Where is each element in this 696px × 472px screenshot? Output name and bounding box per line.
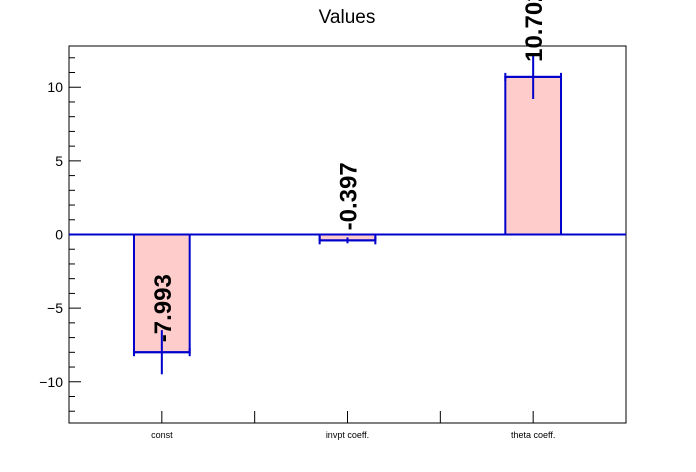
bar-value-label: -7.993	[150, 274, 177, 342]
bar	[504, 75, 563, 236]
y-tick-label: −10	[39, 374, 63, 390]
x-category-label: invpt coeff.	[326, 430, 369, 440]
x-category-label: theta coeff.	[511, 430, 555, 440]
bars-layer	[69, 54, 626, 375]
y-tick-label: 10	[47, 79, 63, 95]
bar-value-label: 10.702	[521, 0, 548, 62]
chart-title: Values	[319, 7, 376, 28]
bar-value-label: -0.397	[336, 162, 363, 230]
x-category-label: const	[151, 430, 173, 440]
y-tick-label: 0	[55, 227, 63, 243]
y-tick-label: −5	[47, 300, 63, 316]
y-tick-label: 5	[55, 153, 63, 169]
labels-layer: const -7.993 invpt coeff. -0.397 theta coeff…	[150, 0, 556, 440]
